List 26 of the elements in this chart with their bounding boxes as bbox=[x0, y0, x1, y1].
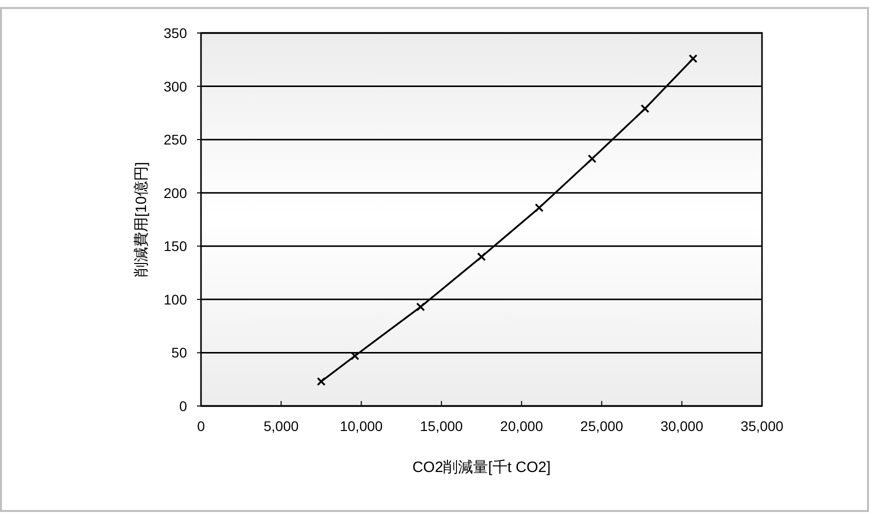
x-tick-label: 35,000 bbox=[740, 418, 784, 434]
point bbox=[316, 377, 326, 386]
y-tick-label: 50 bbox=[171, 344, 188, 361]
point bbox=[350, 352, 360, 360]
point bbox=[588, 154, 596, 164]
point bbox=[416, 302, 425, 312]
x-tick-label: 30,000 bbox=[660, 418, 704, 434]
y-tick-label: 0 bbox=[179, 398, 188, 414]
point bbox=[477, 252, 486, 262]
x-tick-label: 10,000 bbox=[340, 418, 383, 434]
x-tick-label: 15,000 bbox=[420, 418, 464, 434]
x-tick-label: 0 bbox=[197, 418, 206, 434]
x-axis-title: CO2削減量[千t CO2] bbox=[412, 459, 551, 476]
y-tick-label: 350 bbox=[164, 25, 188, 41]
point bbox=[640, 104, 650, 114]
point bbox=[688, 54, 698, 63]
y-tick-label: 200 bbox=[164, 184, 188, 201]
y-tick-label: 150 bbox=[164, 238, 188, 254]
y-axis-title: 削減費用[10億円] bbox=[133, 162, 150, 278]
x-tick-label: 25,000 bbox=[580, 418, 624, 434]
x-tick-label: 20,000 bbox=[500, 418, 544, 434]
y-tick-label: 300 bbox=[164, 78, 188, 94]
point bbox=[534, 203, 544, 212]
y-tick-label: 100 bbox=[164, 291, 188, 308]
x-tick-label: 5,000 bbox=[264, 418, 299, 434]
y-tick-label: 250 bbox=[164, 132, 188, 148]
